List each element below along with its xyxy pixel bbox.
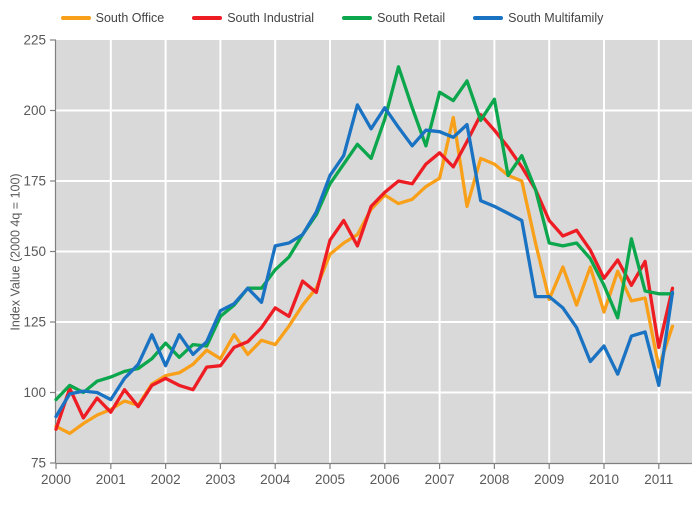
x-tick-label: 2011 [644,472,673,487]
x-tick-label: 2000 [41,472,71,487]
x-tick-label: 2008 [479,472,509,487]
y-tick-label: 175 [23,174,46,189]
series-line-south-multifamily [54,103,675,419]
legend-label: South Industrial [227,11,315,25]
x-tick-label: 2003 [205,472,235,487]
legend-label: South Retail [377,11,446,25]
y-tick-label: 75 [31,456,46,471]
x-tick-label: 2010 [589,472,619,487]
x-tick-label: 2002 [151,472,181,487]
x-tick-label: 2004 [260,472,291,487]
x-tick-label: 2005 [315,472,345,487]
y-axis-title: Index Value (2000 4q = 100) [6,40,26,463]
legend-swatch [60,15,91,21]
legend-label: South Office [95,11,165,25]
x-tick-label: 2007 [425,472,455,487]
y-axis-title-text: Index Value (2000 4q = 100) [9,172,23,331]
x-tick-label: 2009 [534,472,564,487]
y-tick-label: 150 [23,244,46,259]
legend-label: South Multifamily [508,11,604,25]
legend-item-south-office: South Office [60,11,165,25]
y-tick-label: 225 [23,33,46,48]
legend-item-south-retail: South Retail [342,11,445,25]
y-tick-label: 200 [23,103,46,118]
legend-item-south-industrial: South Industrial [192,11,314,25]
legend: South Office South Industrial South Retail… [0,11,682,25]
y-tick-label: 100 [23,385,46,400]
x-tick-label: 2006 [370,472,400,487]
legend-swatch [342,15,373,21]
legend-swatch [192,15,223,21]
series-line-south-industrial [54,113,675,431]
legend-item-south-multifamily: South Multifamily [473,11,603,25]
x-tick-label: 2001 [96,472,126,487]
legend-swatch [473,15,504,21]
y-tick-label: 125 [23,315,46,330]
